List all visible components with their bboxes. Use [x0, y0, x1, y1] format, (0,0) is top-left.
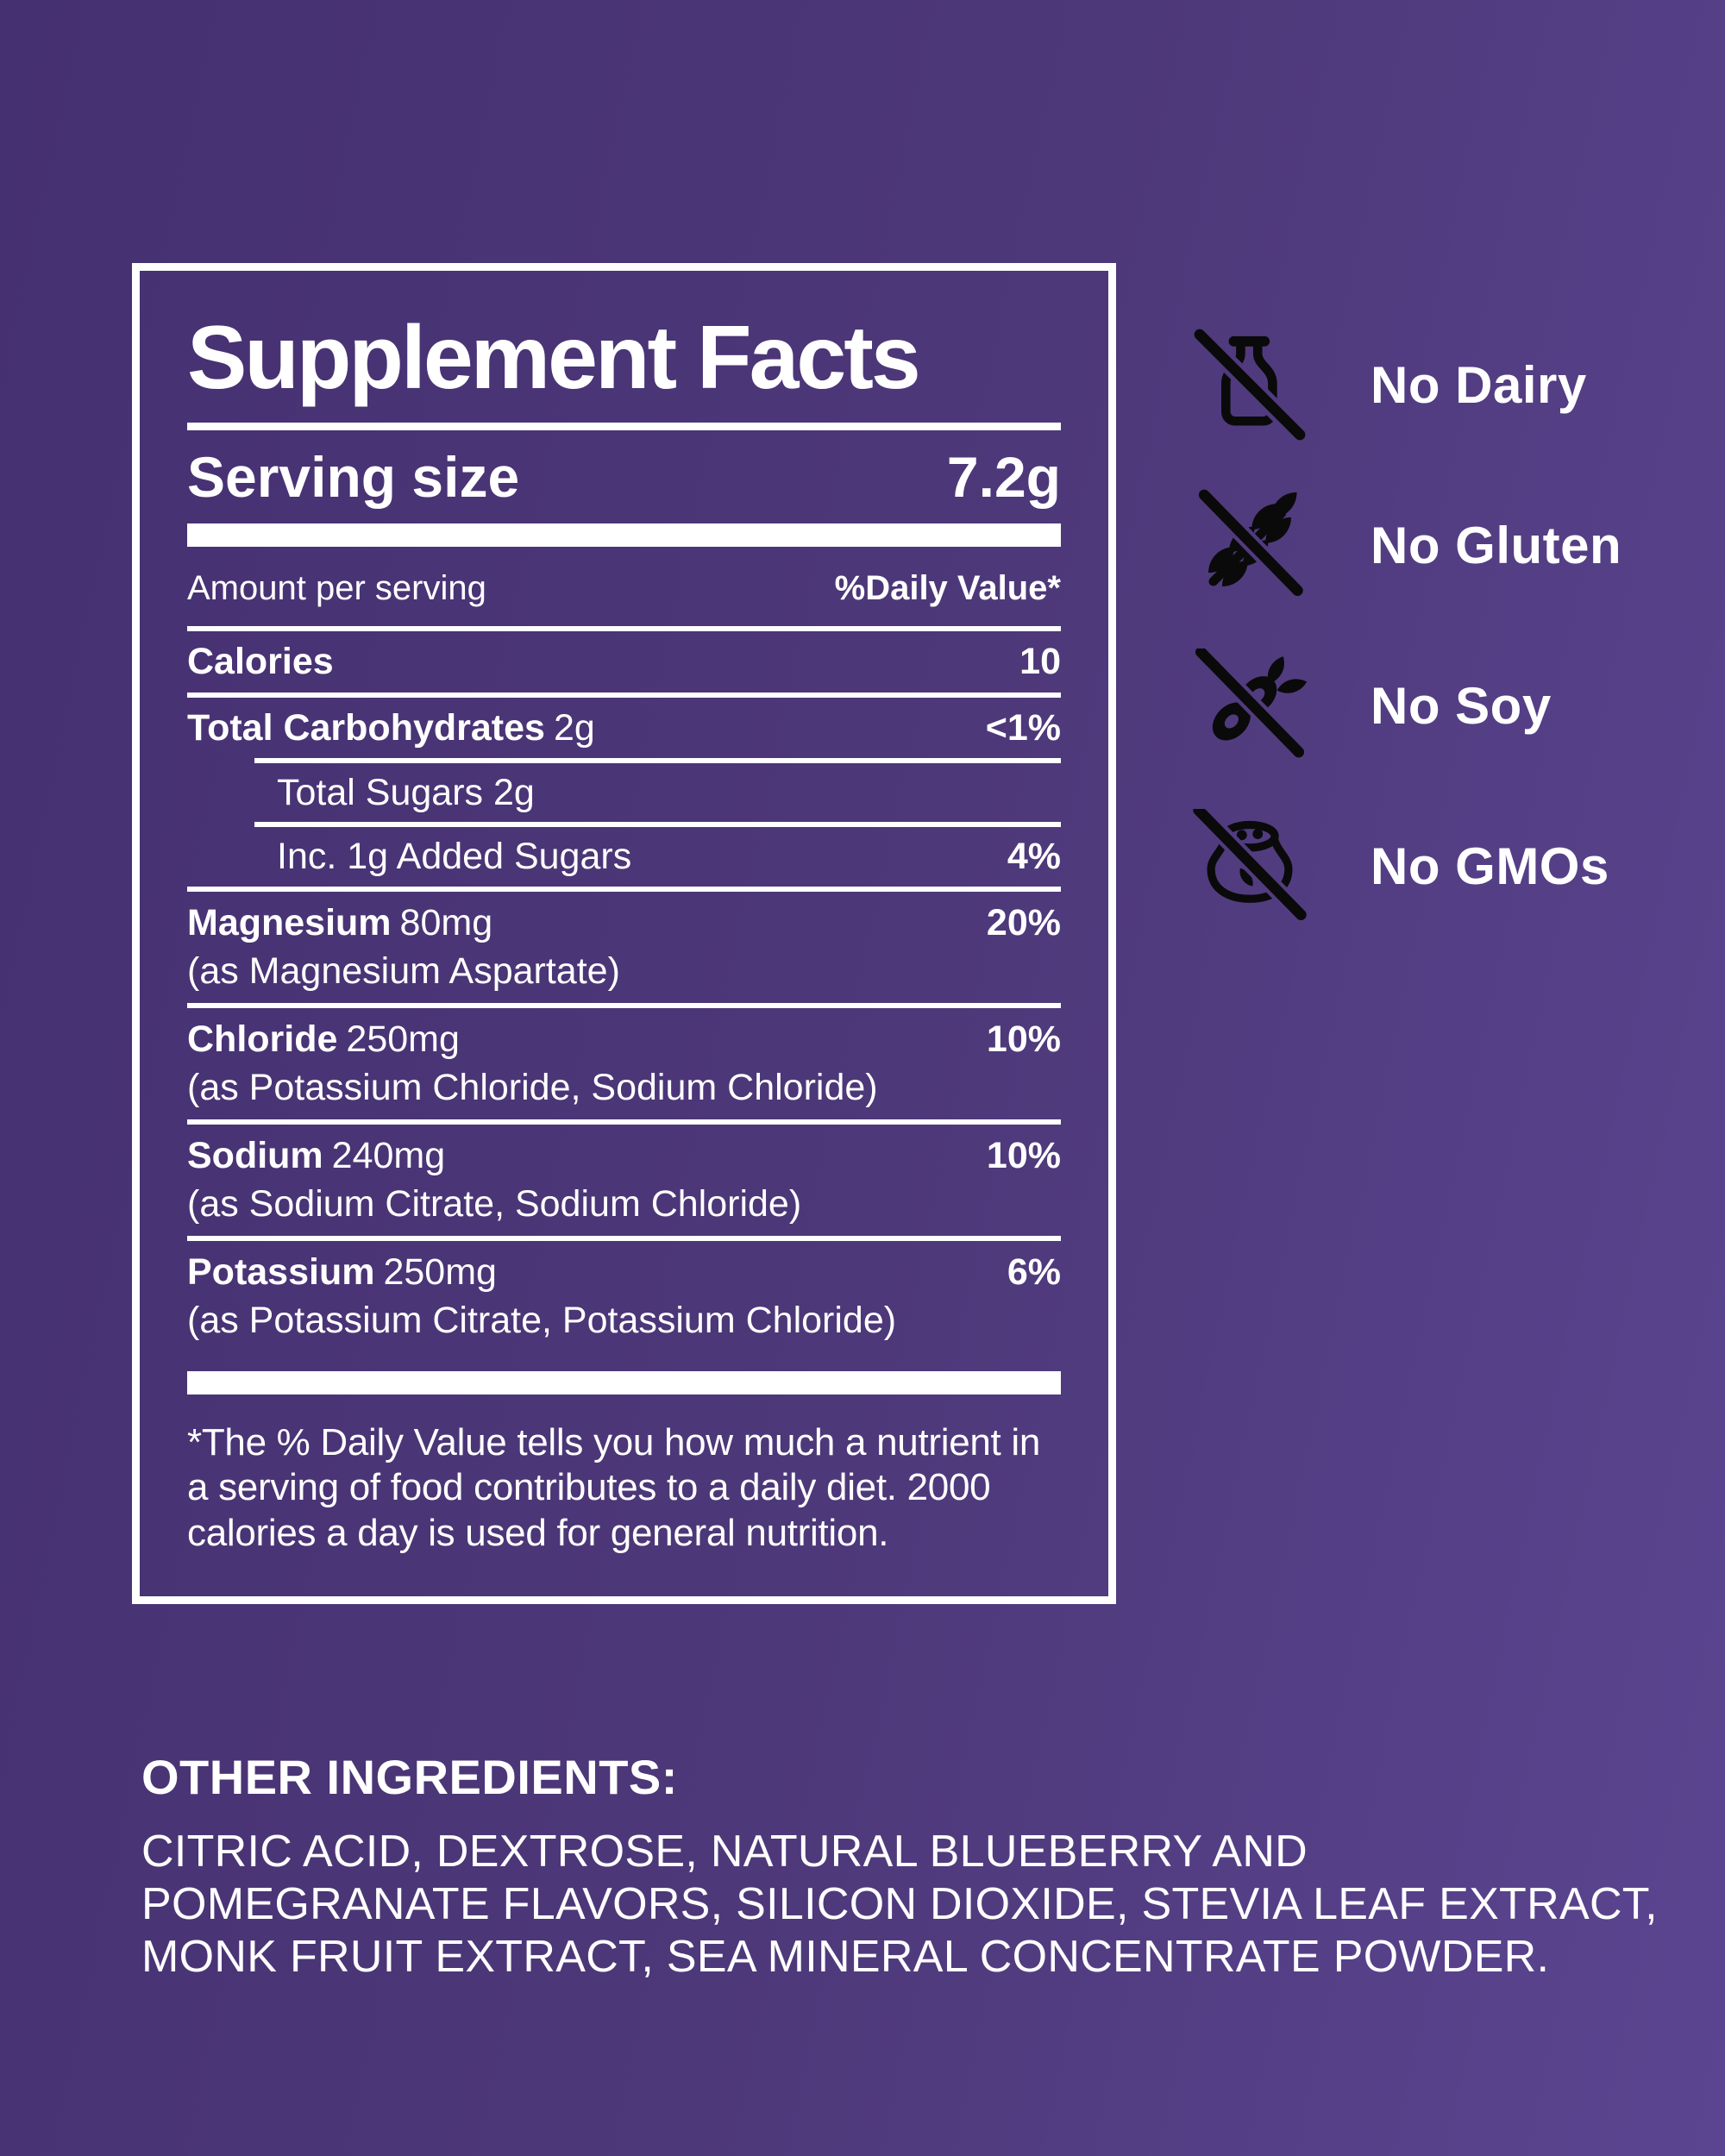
badge-label: No Soy [1371, 676, 1552, 735]
badge-label: No Dairy [1371, 355, 1587, 414]
dietary-badges: No Dairy [1193, 328, 1622, 969]
nutrient-source: (as Potassium Chloride, Sodium Chloride) [187, 1067, 878, 1109]
facts-row-total-sugars: Total Sugars 2g [187, 763, 1061, 822]
badge-no-dairy: No Dairy [1193, 328, 1622, 442]
other-ingredients-heading: OTHER INGREDIENTS: [141, 1750, 678, 1804]
nutrient-source: (as Potassium Citrate, Potassium Chlorid… [187, 1300, 897, 1342]
nutrient-name: Total Sugars 2g [277, 772, 535, 814]
facts-row-potassium: Potassium 250mg (as Potassium Citrate, Po… [187, 1241, 1061, 1352]
daily-value-percent: 4% [1007, 836, 1061, 878]
divider [187, 886, 1061, 892]
badge-label: No Gluten [1371, 516, 1622, 574]
facts-row-carbohydrates: Total Carbohydrates 2g <1% [187, 698, 1061, 758]
divider [187, 692, 1061, 698]
nutrient-amount: 80mg [399, 901, 493, 943]
nutrient-source: (as Magnesium Aspartate) [187, 950, 620, 993]
facts-row-added-sugars: Inc. 1g Added Sugars 4% [187, 827, 1061, 886]
divider-indented [254, 822, 1061, 828]
nutrient-amount: 250mg [383, 1250, 497, 1293]
no-soy-icon [1195, 649, 1307, 758]
divider [187, 1235, 1061, 1241]
divider [187, 626, 1061, 632]
facts-row-magnesium: Magnesium 80mg (as Magnesium Aspartate) 2… [187, 892, 1061, 1003]
nutrient-amount: 250mg [346, 1018, 460, 1060]
nutrient-name: Calories [187, 641, 334, 683]
daily-value-percent: 20% [986, 901, 1061, 943]
daily-value-percent: <1% [985, 706, 1061, 749]
nutrient-name: Sodium [187, 1134, 323, 1176]
divider [187, 423, 1061, 431]
daily-value-percent: 6% [1007, 1250, 1061, 1293]
thick-divider [187, 523, 1061, 548]
divider [187, 1002, 1061, 1008]
nutrient-name: Total Carbohydrates [187, 706, 545, 749]
no-gmo-icon [1193, 809, 1307, 921]
daily-value-footnote: *The % Daily Value tells you how much a … [187, 1420, 1041, 1555]
serving-size-label: Serving size [187, 445, 520, 510]
daily-value-percent: 10% [986, 1018, 1061, 1060]
nutrient-name: Chloride [187, 1018, 338, 1060]
no-dairy-icon [1194, 329, 1306, 441]
nutrient-amount: 240mg [331, 1134, 446, 1176]
serving-size-row: Serving size 7.2g [187, 444, 1061, 511]
other-ingredients-line: MONK FRUIT EXTRACT, SEA MINERAL CONCENTR… [141, 1932, 1550, 1982]
daily-value-header: %Daily Value* [834, 569, 1061, 608]
amount-per-serving-label: Amount per serving [187, 569, 486, 608]
badge-no-gluten: No Gluten [1193, 488, 1622, 602]
nutrient-source: (as Sodium Citrate, Sodium Chloride) [187, 1183, 802, 1225]
nutrient-amount: 2g [553, 706, 595, 749]
serving-size-value: 7.2g [946, 445, 1061, 510]
supplement-facts-panel: Supplement Facts Serving size 7.2g Amoun… [132, 263, 1116, 1604]
facts-row-chloride: Chloride 250mg (as Potassium Chloride, So… [187, 1008, 1061, 1119]
daily-value-percent: 10 [1019, 641, 1061, 683]
other-ingredients-line: POMEGRANATE FLAVORS, SILICON DIOXIDE, ST… [141, 1879, 1658, 1929]
badge-no-gmo: No GMOs [1193, 809, 1622, 923]
divider-indented [254, 758, 1061, 764]
other-ingredients-section: OTHER INGREDIENTS: CITRIC ACID, DEXTROSE… [141, 1749, 1658, 1984]
facts-row-calories: Calories 10 [187, 631, 1061, 692]
facts-row-sodium: Sodium 240mg (as Sodium Citrate, Sodium C… [187, 1125, 1061, 1236]
daily-value-percent: 10% [986, 1134, 1061, 1176]
nutrient-name: Magnesium [187, 901, 392, 943]
other-ingredients-line: CITRIC ACID, DEXTROSE, NATURAL BLUEBERRY… [141, 1827, 1308, 1877]
divider [187, 1119, 1061, 1125]
facts-header-row: Amount per serving %Daily Value* [187, 567, 1061, 609]
nutrient-name: Potassium [187, 1250, 375, 1293]
thick-divider [187, 1370, 1061, 1395]
nutrient-name: Inc. 1g Added Sugars [277, 836, 632, 878]
badge-label: No GMOs [1371, 837, 1609, 895]
supplement-facts-title: Supplement Facts [187, 308, 921, 408]
badge-no-soy: No Soy [1193, 649, 1622, 762]
no-gluten-icon [1198, 489, 1303, 597]
